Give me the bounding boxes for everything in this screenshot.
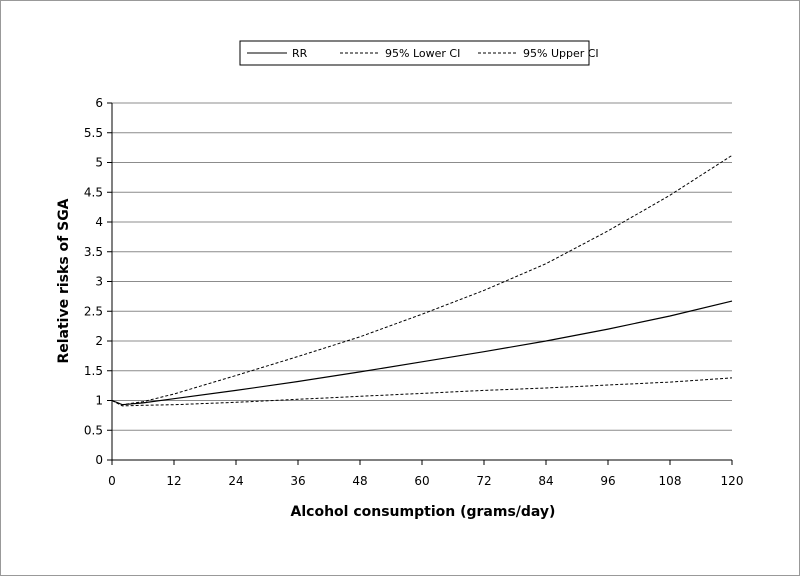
x-axis-title: Alcohol consumption (grams/day) xyxy=(291,504,556,520)
series-line-3 xyxy=(111,154,733,406)
x-tick-label: 24 xyxy=(228,474,243,488)
x-tick-label: 84 xyxy=(538,474,553,488)
x-tick-labels: 0 12 24 36 48 60 72 84 96 108 120 xyxy=(108,474,743,488)
y-tick-label: 3.5 xyxy=(84,245,103,259)
y-tick-label: 1 xyxy=(95,394,103,408)
legend-box xyxy=(239,40,590,66)
series-lines xyxy=(111,154,733,407)
y-tick-label: 3 xyxy=(95,275,103,289)
x-tick-label: 108 xyxy=(659,474,682,488)
legend-label: RR xyxy=(292,47,308,60)
y-tick-label: 1.5 xyxy=(84,364,103,378)
x-tick-label: 120 xyxy=(721,474,744,488)
y-tick-label: 4 xyxy=(95,215,103,229)
legend: RR 95% Lower CI 95% Upper CI xyxy=(239,40,599,66)
series-line-1 xyxy=(111,300,733,406)
x-tick-label: 60 xyxy=(414,474,429,488)
y-axis-title: Relative risks of SGA xyxy=(56,198,72,363)
x-tick-label: 12 xyxy=(166,474,181,488)
y-tick-label: 0 xyxy=(95,453,103,467)
x-tick-label: 36 xyxy=(290,474,305,488)
y-tick-label: 6 xyxy=(95,96,103,110)
series-line-2 xyxy=(111,377,733,407)
y-tick-labels: 0 0.5 1 1.5 2 2.5 3 3.5 4 4.5 5 5.5 6 xyxy=(84,96,103,467)
x-tick-label: 0 xyxy=(108,474,116,488)
x-tick-label: 72 xyxy=(476,474,491,488)
y-tick-label: 4.5 xyxy=(84,185,103,199)
y-tick-label: 5.5 xyxy=(84,126,103,140)
y-tick-label: 0.5 xyxy=(84,423,103,437)
x-tick-label: 48 xyxy=(352,474,367,488)
legend-label: 95% Lower CI xyxy=(385,47,460,60)
y-tick-label: 2.5 xyxy=(84,304,103,318)
y-tick-label: 5 xyxy=(95,156,103,170)
legend-label: 95% Upper CI xyxy=(523,47,599,60)
x-tick-label: 96 xyxy=(600,474,615,488)
gridlines xyxy=(112,102,732,431)
y-tick-label: 2 xyxy=(95,334,103,348)
